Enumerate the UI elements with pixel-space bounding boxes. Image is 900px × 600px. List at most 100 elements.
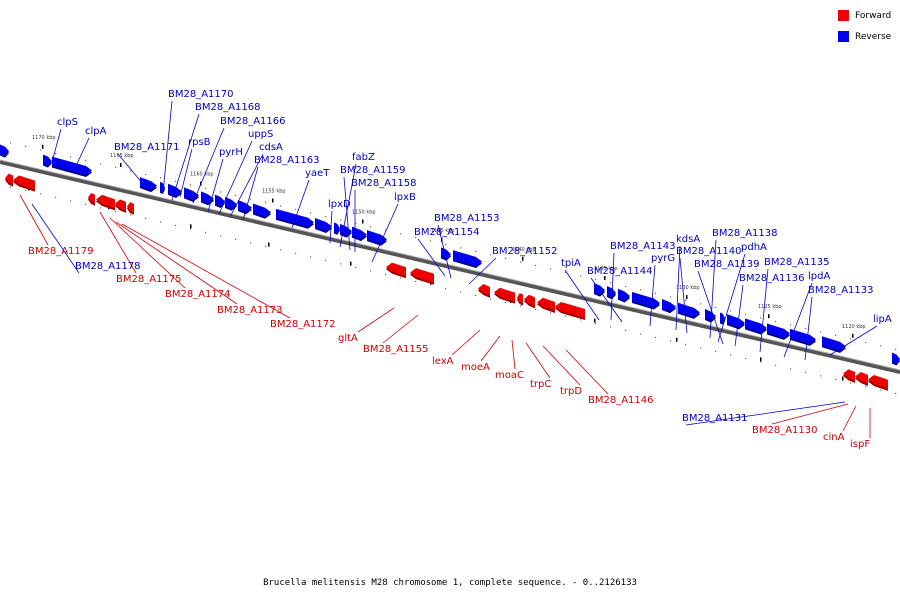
- forward-gene-arrow[interactable]: [855, 372, 868, 385]
- forward-gene-arrow[interactable]: [410, 268, 434, 283]
- reverse-gene-label[interactable]: clpA: [85, 126, 107, 137]
- reverse-gene-label[interactable]: cdsA: [259, 142, 283, 153]
- reverse-gene-label[interactable]: BM28_A1138: [712, 228, 778, 239]
- forward-gene-label[interactable]: BM28_A1155: [363, 344, 429, 355]
- forward-gene-label[interactable]: BM28_A1175: [116, 274, 182, 285]
- reverse-gene-label[interactable]: pdhA: [741, 242, 767, 253]
- reverse-gene-label[interactable]: BM28_A1135: [764, 257, 830, 268]
- reverse-gene-label[interactable]: uppS: [248, 129, 273, 140]
- reverse-gene-arrow[interactable]: [632, 291, 660, 308]
- reverse-gene-arrow[interactable]: [767, 323, 790, 338]
- reverse-gene-label[interactable]: fabZ: [352, 152, 375, 163]
- reverse-gene-label[interactable]: BM28_A1178: [75, 261, 141, 272]
- forward-gene-arrow[interactable]: [88, 193, 95, 204]
- reverse-gene-arrow[interactable]: [334, 222, 340, 233]
- forward-gene-arrow[interactable]: [115, 199, 126, 211]
- reverse-gene-label[interactable]: BM28_A1171: [114, 142, 180, 153]
- reverse-gene-label[interactable]: kdsA: [676, 234, 700, 245]
- reverse-gene-label[interactable]: BM28_A1139: [694, 259, 760, 270]
- forward-gene-label[interactable]: BM28_A1130: [752, 425, 818, 436]
- forward-gene-label[interactable]: BM28_A1179: [28, 246, 94, 257]
- reverse-gene-label[interactable]: tpiA: [561, 258, 581, 269]
- reverse-gene-arrow[interactable]: [140, 177, 157, 191]
- reverse-gene-label[interactable]: yaeT: [305, 168, 330, 179]
- reverse-gene-arrow[interactable]: [367, 230, 387, 244]
- reverse-gene-label[interactable]: BM28_A1131: [682, 413, 748, 424]
- reverse-gene-arrow[interactable]: [705, 309, 716, 321]
- reverse-gene-label[interactable]: lpxB: [394, 192, 416, 203]
- reverse-gene-label[interactable]: lpdA: [808, 271, 830, 282]
- reverse-gene-arrow[interactable]: [678, 302, 700, 317]
- reverse-gene-arrow[interactable]: [0, 144, 9, 156]
- reverse-gene-label[interactable]: BM28_A1144: [587, 266, 653, 277]
- reverse-gene-arrow[interactable]: [225, 197, 237, 209]
- forward-gene-arrow[interactable]: [13, 175, 35, 190]
- reverse-gene-label[interactable]: BM28_A1153: [434, 213, 500, 224]
- reverse-gene-arrow[interactable]: [618, 288, 630, 301]
- reverse-gene-arrow[interactable]: [184, 187, 199, 200]
- reverse-gene-label[interactable]: BM28_A1170: [168, 89, 234, 100]
- forward-gene-arrow[interactable]: [555, 302, 585, 318]
- reverse-gene-arrow[interactable]: [201, 191, 214, 204]
- reverse-gene-arrow[interactable]: [52, 156, 92, 175]
- reverse-gene-arrow[interactable]: [822, 336, 846, 351]
- forward-gene-label[interactable]: BM28_A1172: [270, 319, 336, 330]
- forward-gene-label[interactable]: gltA: [338, 333, 358, 344]
- reverse-gene-arrow[interactable]: [340, 223, 352, 236]
- forward-gene-arrow[interactable]: [524, 294, 535, 307]
- reverse-gene-label[interactable]: rpsB: [188, 137, 211, 148]
- forward-gene-label[interactable]: trpC: [530, 379, 551, 390]
- forward-gene-label[interactable]: moeA: [461, 362, 490, 373]
- reverse-gene-label[interactable]: BM28_A1163: [254, 155, 320, 166]
- reverse-gene-arrow[interactable]: [352, 226, 367, 240]
- reverse-gene-arrow[interactable]: [607, 286, 616, 298]
- reverse-gene-arrow[interactable]: [892, 352, 900, 364]
- reverse-gene-label[interactable]: lpxD: [328, 199, 351, 210]
- forward-gene-arrow[interactable]: [517, 293, 523, 304]
- reverse-gene-label[interactable]: BM28_A1154: [414, 227, 480, 238]
- forward-gene-arrow[interactable]: [5, 173, 13, 185]
- forward-gene-arrow[interactable]: [537, 297, 555, 311]
- forward-gene-arrow[interactable]: [868, 375, 888, 389]
- forward-gene-arrow[interactable]: [494, 287, 515, 302]
- reverse-gene-arrow[interactable]: [727, 314, 745, 328]
- reverse-gene-arrow[interactable]: [238, 200, 252, 213]
- forward-gene-label[interactable]: trpD: [560, 386, 582, 397]
- reverse-gene-label[interactable]: lipA: [873, 314, 892, 325]
- reverse-gene-arrow[interactable]: [441, 247, 451, 259]
- forward-gene-arrow[interactable]: [843, 369, 855, 381]
- forward-gene-label[interactable]: moaC: [495, 370, 524, 381]
- reverse-gene-arrow[interactable]: [453, 250, 482, 266]
- reverse-gene-arrow[interactable]: [720, 312, 725, 323]
- reverse-gene-arrow[interactable]: [43, 154, 52, 166]
- reverse-gene-label[interactable]: BM28_A1140: [676, 246, 742, 257]
- forward-gene-arrow[interactable]: [478, 284, 490, 296]
- reverse-gene-label[interactable]: clpS: [57, 117, 78, 128]
- reverse-gene-label[interactable]: BM28_A1168: [195, 102, 261, 113]
- forward-gene-label[interactable]: cinA: [823, 432, 845, 443]
- reverse-gene-arrow[interactable]: [315, 218, 332, 231]
- reverse-gene-arrow[interactable]: [745, 318, 767, 333]
- reverse-gene-label[interactable]: pyrH: [219, 147, 243, 158]
- forward-gene-label[interactable]: ispF: [850, 439, 870, 450]
- reverse-gene-label[interactable]: BM28_A1152: [492, 246, 558, 257]
- forward-gene-label[interactable]: BM28_A1174: [165, 289, 231, 300]
- reverse-gene-label[interactable]: pyrG: [651, 253, 675, 264]
- reverse-gene-label[interactable]: BM28_A1136: [739, 273, 805, 284]
- reverse-gene-arrow[interactable]: [790, 328, 816, 344]
- reverse-gene-arrow[interactable]: [215, 194, 225, 206]
- reverse-gene-label[interactable]: BM28_A1166: [220, 116, 286, 127]
- reverse-gene-label[interactable]: BM28_A1158: [351, 178, 417, 189]
- reverse-gene-arrow[interactable]: [662, 298, 676, 312]
- forward-gene-arrow[interactable]: [96, 194, 115, 209]
- reverse-gene-label[interactable]: BM28_A1143: [610, 241, 676, 252]
- reverse-gene-label[interactable]: BM28_A1133: [808, 285, 874, 296]
- reverse-gene-arrow[interactable]: [253, 203, 271, 217]
- reverse-gene-arrow[interactable]: [594, 283, 605, 295]
- forward-gene-label[interactable]: lexA: [432, 356, 454, 367]
- reverse-gene-label[interactable]: BM28_A1159: [340, 165, 406, 176]
- forward-gene-label[interactable]: BM28_A1146: [588, 395, 654, 406]
- forward-gene-arrow[interactable]: [386, 262, 406, 277]
- forward-gene-arrow[interactable]: [127, 202, 134, 213]
- reverse-gene-arrow[interactable]: [160, 181, 165, 192]
